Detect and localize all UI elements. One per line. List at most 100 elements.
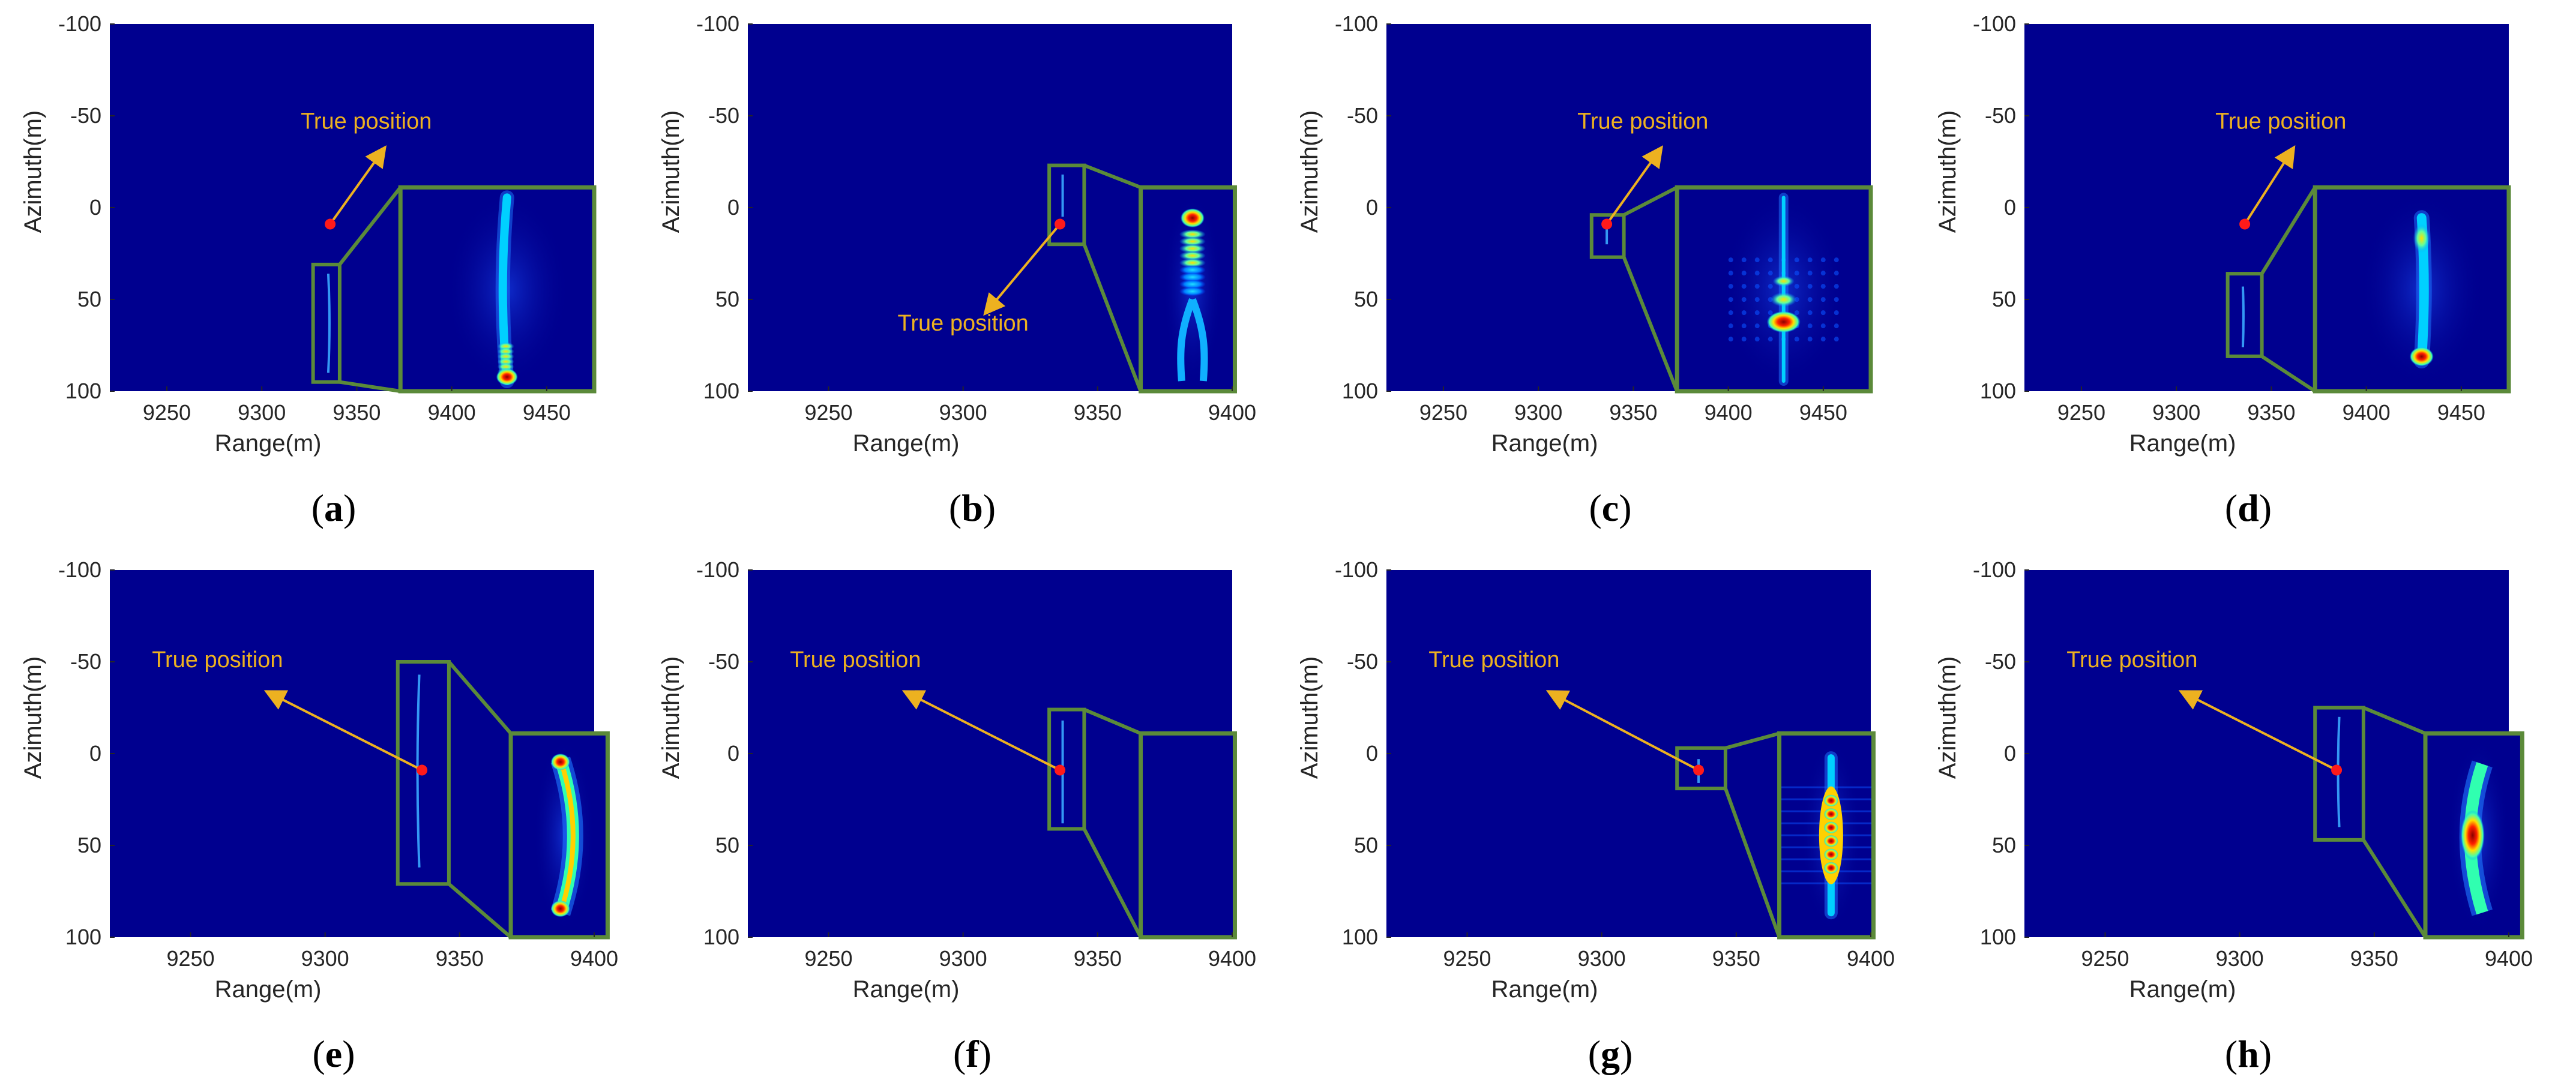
inset-sidelobe-dot — [1728, 271, 1733, 276]
annotation-label: True position — [152, 647, 283, 673]
annotation-label: True position — [2215, 109, 2346, 134]
panel-caption: (a) — [311, 487, 357, 529]
inset-sidelobe-dot — [1834, 297, 1839, 302]
x-tick-label: 9450 — [1799, 400, 1847, 425]
true-position-marker — [1055, 218, 1066, 230]
connector-line-bottom — [2362, 839, 2427, 938]
annotation-label: True position — [898, 311, 1029, 336]
panel-d: True position 9250 9300 9350 9400 9450 -100 -50… — [1934, 11, 2511, 529]
inset-content — [2359, 191, 2484, 388]
inset-content — [1721, 191, 1846, 388]
inset-peak — [2460, 810, 2485, 861]
inset-peak — [1179, 279, 1206, 289]
zoom-box — [2225, 272, 2264, 358]
inset-peak — [1180, 208, 1205, 228]
inset-sidelobe-dot — [1768, 257, 1773, 263]
inset-background — [1140, 733, 1235, 937]
y-tick-label: -100 — [1973, 11, 2016, 36]
inset-sidelobe-dot — [1754, 257, 1760, 263]
y-tick-label: 0 — [2004, 195, 2016, 220]
connector-line-bottom — [1622, 256, 1679, 392]
x-tick-label: 9400 — [570, 946, 618, 971]
inset-sidelobe-dot — [1794, 284, 1799, 289]
annotation-arrow — [901, 690, 1061, 772]
y-tick-label: -50 — [1347, 649, 1378, 674]
x-tick-label: 9350 — [1074, 946, 1122, 971]
connector-line-top — [1725, 731, 1780, 750]
inset-sidelobe-dot — [1741, 337, 1747, 342]
panel-caption: (f) — [953, 1033, 992, 1075]
inset-peak — [1179, 265, 1206, 275]
inset-peak — [1179, 251, 1206, 261]
inset-content — [1779, 737, 1874, 934]
x-axis-label: Range(m) — [2129, 430, 2236, 457]
inset-content — [533, 737, 595, 934]
inset-split-right — [1189, 298, 1208, 382]
annotation-label: True position — [2066, 647, 2197, 673]
y-tick-label: 100 — [1342, 379, 1378, 403]
inset-sidelobe-dot — [1754, 310, 1760, 316]
inset-sidelobe-dot — [1820, 337, 1826, 342]
inset-sidelobe-dot — [1768, 271, 1773, 276]
x-tick-label: 9250 — [143, 400, 191, 425]
inset-sidelobe-dot — [1768, 310, 1773, 316]
annotation-arrow — [1605, 145, 1663, 225]
inset-sidelobe-dot — [1754, 271, 1760, 276]
x-tick-label: 9350 — [333, 400, 381, 425]
inset-box — [1139, 731, 1237, 940]
x-tick-label: 9300 — [2216, 946, 2264, 971]
inset-split-left — [1177, 298, 1196, 382]
panel-caption: (g) — [1588, 1033, 1633, 1075]
y-axis-label: Azimuth(m) — [1934, 110, 1961, 233]
annotation-arrow — [263, 690, 423, 772]
panel-g: True position 9250 9300 9350 9400 -100 -50 0 50 1… — [1296, 557, 1895, 1075]
x-tick-label: 9350 — [2350, 946, 2398, 971]
inset-sidelobe-dot — [1820, 297, 1826, 302]
x-tick-label: 9450 — [523, 400, 571, 425]
connector-line-bottom — [2260, 355, 2316, 393]
zoom-box — [1047, 707, 1086, 831]
panel-f: True position 9250 9300 9350 9400 -100 -50 0 50 1… — [658, 557, 1256, 1075]
inset-peak — [1179, 236, 1206, 247]
inset-box — [398, 185, 597, 394]
y-axis-label: Azimuth(m) — [1934, 656, 1961, 779]
zoom-box — [2313, 706, 2365, 842]
y-axis-label: Azimuth(m) — [20, 656, 46, 779]
inset-peak — [1772, 275, 1795, 287]
inset-sidelobe-dot — [1820, 310, 1826, 316]
connector-line-top — [338, 186, 402, 266]
inset-sidelobe-dot — [1754, 323, 1760, 329]
y-tick-label: 0 — [89, 741, 101, 766]
true-position-marker — [1601, 218, 1613, 230]
inset-box — [1675, 185, 1873, 394]
connector-line-top — [1083, 707, 1142, 736]
x-tick-label: 9250 — [166, 946, 214, 971]
inset-peak — [1823, 821, 1838, 834]
panel-caption: (h) — [2225, 1033, 2272, 1075]
inset-peak — [2409, 347, 2434, 367]
inset-peak — [1823, 808, 1838, 820]
inset-sidelobe-dot — [1807, 310, 1813, 316]
y-tick-label: 50 — [77, 833, 101, 857]
x-tick-label: 9350 — [2247, 400, 2295, 425]
connector-line-top — [2260, 186, 2317, 275]
inset-peak — [1179, 272, 1206, 282]
inset-sidelobe-dot — [1820, 323, 1826, 329]
y-axis-label: Azimuth(m) — [20, 110, 46, 233]
y-tick-label: -50 — [708, 103, 739, 128]
annotation-arrow — [329, 145, 387, 225]
inset-sidelobe-dot — [1834, 284, 1839, 289]
x-tick-label: 9350 — [1712, 946, 1760, 971]
zoom-box — [311, 262, 342, 384]
x-tick-label: 9400 — [428, 400, 476, 425]
y-tick-label: 0 — [1366, 741, 1378, 766]
inset-sidelobe-dot — [1820, 271, 1826, 276]
x-tick-label: 9400 — [2343, 400, 2391, 425]
x-axis-label: Range(m) — [853, 430, 960, 457]
y-tick-label: 50 — [715, 287, 739, 311]
inset-sidelobe-dot — [1728, 297, 1733, 302]
connector-line-bottom — [339, 380, 401, 393]
inset-peak — [1179, 258, 1206, 268]
inset-box — [2313, 185, 2511, 394]
inset-sidelobe-dot — [1728, 323, 1733, 329]
